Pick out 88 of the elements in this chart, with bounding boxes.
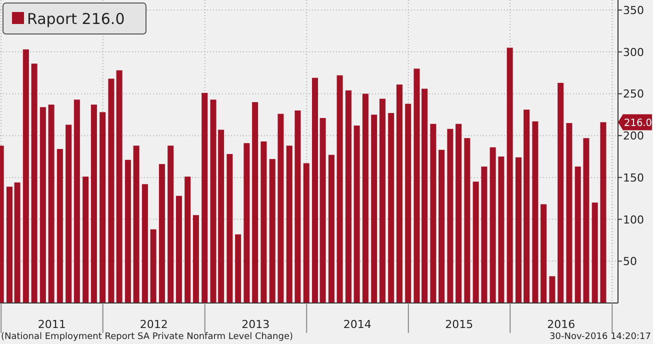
bar [354, 126, 360, 303]
x-tick-label: 2016 [547, 318, 576, 331]
bar [303, 163, 310, 303]
x-tick-label: 2014 [343, 318, 372, 331]
bar [312, 78, 318, 303]
bar [260, 141, 267, 303]
bar [524, 110, 530, 303]
bar [66, 124, 72, 303]
bar [22, 49, 29, 303]
x-tick-label: 2012 [140, 318, 168, 331]
bar [328, 154, 334, 303]
y-tick-label: 50 [623, 255, 637, 268]
bar [202, 92, 208, 303]
bar [218, 130, 224, 303]
bar [371, 114, 378, 303]
bar [108, 78, 114, 303]
bar [566, 123, 572, 303]
bar [31, 64, 38, 303]
legend-label: Raport 216.0 [27, 10, 125, 28]
bar [574, 166, 581, 303]
bar [490, 147, 496, 303]
y-tick-label: 250 [623, 88, 644, 101]
bar [116, 70, 122, 303]
bar [438, 150, 445, 303]
y-tick-label: 350 [623, 4, 644, 18]
x-tick-label: 2013 [242, 318, 270, 331]
bar [150, 229, 156, 303]
bar [379, 98, 386, 303]
bar [90, 104, 97, 303]
bar [168, 146, 174, 303]
bar [82, 176, 89, 303]
bar [142, 184, 148, 303]
bar [498, 156, 504, 303]
bar [430, 124, 436, 303]
bar [396, 84, 402, 303]
bar [532, 121, 538, 303]
bar [286, 146, 292, 303]
bar [269, 159, 276, 303]
bar [583, 138, 590, 303]
bar [133, 146, 140, 303]
text: 216.0 [624, 118, 653, 130]
x-tick-label: 2015 [445, 318, 474, 331]
bar [558, 82, 564, 303]
y-tick-label: 100 [623, 213, 644, 226]
bar [100, 112, 106, 303]
bar [540, 204, 547, 303]
y-tick-label: 150 [623, 171, 644, 184]
bar [464, 138, 470, 303]
bar [124, 160, 131, 303]
bar [345, 90, 352, 303]
bar [472, 182, 479, 303]
bar [506, 48, 513, 303]
bar [600, 122, 606, 303]
bar [48, 104, 54, 303]
bar [422, 88, 428, 303]
bar [515, 157, 522, 303]
bar [405, 104, 412, 303]
bar [592, 202, 598, 303]
bar [184, 176, 191, 303]
y-tick-label: 200 [623, 130, 644, 143]
bar [14, 182, 20, 303]
bar [252, 102, 258, 303]
y-tick-label: 300 [623, 46, 644, 59]
bar [388, 112, 394, 303]
text: 30-Nov-2016 14:20:17 [550, 332, 651, 342]
bar [447, 128, 454, 303]
bar [210, 100, 216, 303]
bar [336, 75, 343, 303]
bar [362, 94, 368, 303]
bar [235, 234, 242, 303]
bar [414, 68, 420, 303]
bar [6, 186, 12, 303]
bar [278, 114, 284, 303]
bar [549, 276, 556, 303]
bar [74, 100, 80, 303]
x-tick-label: 2011 [38, 318, 66, 331]
bar [456, 124, 462, 303]
bar [158, 164, 165, 303]
bar [244, 143, 250, 303]
bar [294, 110, 301, 303]
bar [176, 196, 182, 303]
bar [320, 118, 326, 303]
text: (National Employment Report SA Private Nonfarm Level Change) [1, 332, 293, 342]
bar [481, 166, 488, 303]
bar [56, 148, 63, 303]
bar [226, 154, 233, 303]
bar [192, 215, 199, 303]
bar [40, 107, 46, 303]
